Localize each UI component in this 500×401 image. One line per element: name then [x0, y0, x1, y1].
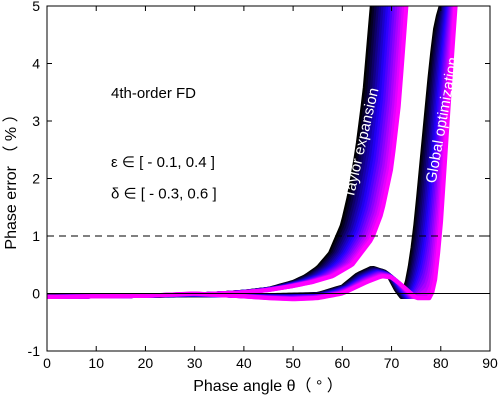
annotation-0: 4th-order FD — [111, 85, 196, 102]
reference-lines — [47, 235, 490, 294]
x-tick-label: 0 — [43, 355, 51, 371]
y-axis-title: Phase error （ % ） — [2, 106, 20, 249]
y-tick-label: 5 — [32, 0, 40, 14]
y-tick-label: 2 — [32, 171, 40, 187]
y-tick-label: 3 — [32, 113, 40, 129]
annotation-1: ε ∈ [ - 0.1, 0.4 ] — [111, 154, 215, 171]
series-global-optimization — [47, 6, 458, 302]
x-tick-label: 80 — [433, 355, 449, 371]
y-tick-label: 0 — [32, 286, 40, 302]
y-tick-label: -1 — [28, 343, 41, 359]
x-tick-label: 90 — [482, 355, 498, 371]
y-tick-label: 1 — [32, 228, 40, 244]
x-tick-label: 50 — [285, 355, 301, 371]
x-tick-label: 60 — [335, 355, 351, 371]
annotations: 4th-order FD ε ∈ [ - 0.1, 0.4 ] δ ∈ [ - 0.… — [111, 85, 217, 203]
series-line — [47, 6, 458, 302]
x-tick-label: 10 — [88, 355, 104, 371]
y-tick-label: 4 — [32, 56, 40, 72]
x-axis-title: Phase angle θ（ ° ） — [193, 377, 343, 395]
x-tick-label: 20 — [138, 355, 154, 371]
x-tick-label: 30 — [187, 355, 203, 371]
x-tick-label: 40 — [236, 355, 252, 371]
annotation-2: δ ∈ [ - 0.3, 0.6 ] — [111, 186, 217, 203]
x-tick-label: 70 — [384, 355, 400, 371]
